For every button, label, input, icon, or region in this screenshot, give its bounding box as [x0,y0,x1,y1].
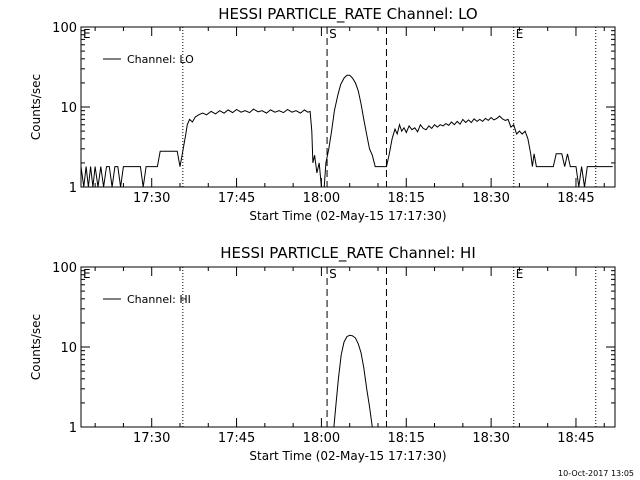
x-axis-label: Start Time (02-May-15 17:17:30) [249,209,446,223]
y-tick-label: 10 [60,101,77,116]
y-tick-label: 100 [52,261,77,276]
x-tick-label: 18:15 [388,431,425,446]
event-marker-label: S [329,27,337,41]
event-marker-label: E [516,27,524,41]
event-marker-label: S [329,267,337,281]
x-tick-label: 18:15 [388,191,425,206]
chart-title: HESSI PARTICLE_RATE Channel: HI [220,244,476,263]
x-tick-label: 18:00 [303,191,340,206]
x-tick-label: 18:45 [557,191,594,206]
y-tick-label: 10 [60,341,77,356]
x-tick-label: 17:30 [133,431,170,446]
y-axis-label: Counts/sec [29,314,43,380]
y-tick-label: 1 [69,181,77,196]
x-tick-label: 17:45 [218,191,255,206]
x-tick-label: 17:30 [133,191,170,206]
x-tick-label: 18:30 [472,191,509,206]
y-axis-label: Counts/sec [29,74,43,140]
plot-frame [80,26,616,188]
event-marker-label: E [516,267,524,281]
event-marker-label: E [83,27,91,41]
series-line [333,334,373,428]
footer-timestamp: 10-Oct-2017 13:05 [558,469,634,478]
y-tick-label: 1 [69,421,77,436]
x-tick-label: 18:00 [303,431,340,446]
x-axis-label: Start Time (02-May-15 17:17:30) [249,449,446,463]
plot-frame [80,266,616,428]
x-tick-label: 17:45 [218,431,255,446]
chart-panel-0: HESSI PARTICLE_RATE Channel: LO Counts/se… [29,5,616,223]
event-marker-label: E [83,267,91,281]
legend-label: Channel: HI [127,293,191,306]
series-line [80,74,613,188]
x-tick-label: 18:30 [472,431,509,446]
x-tick-label: 18:45 [557,431,594,446]
y-tick-label: 100 [52,21,77,36]
chart-title: HESSI PARTICLE_RATE Channel: LO [218,5,477,24]
chart-panel-1: HESSI PARTICLE_RATE Channel: HI Counts/se… [29,244,616,463]
legend-label: Channel: LO [127,53,194,66]
